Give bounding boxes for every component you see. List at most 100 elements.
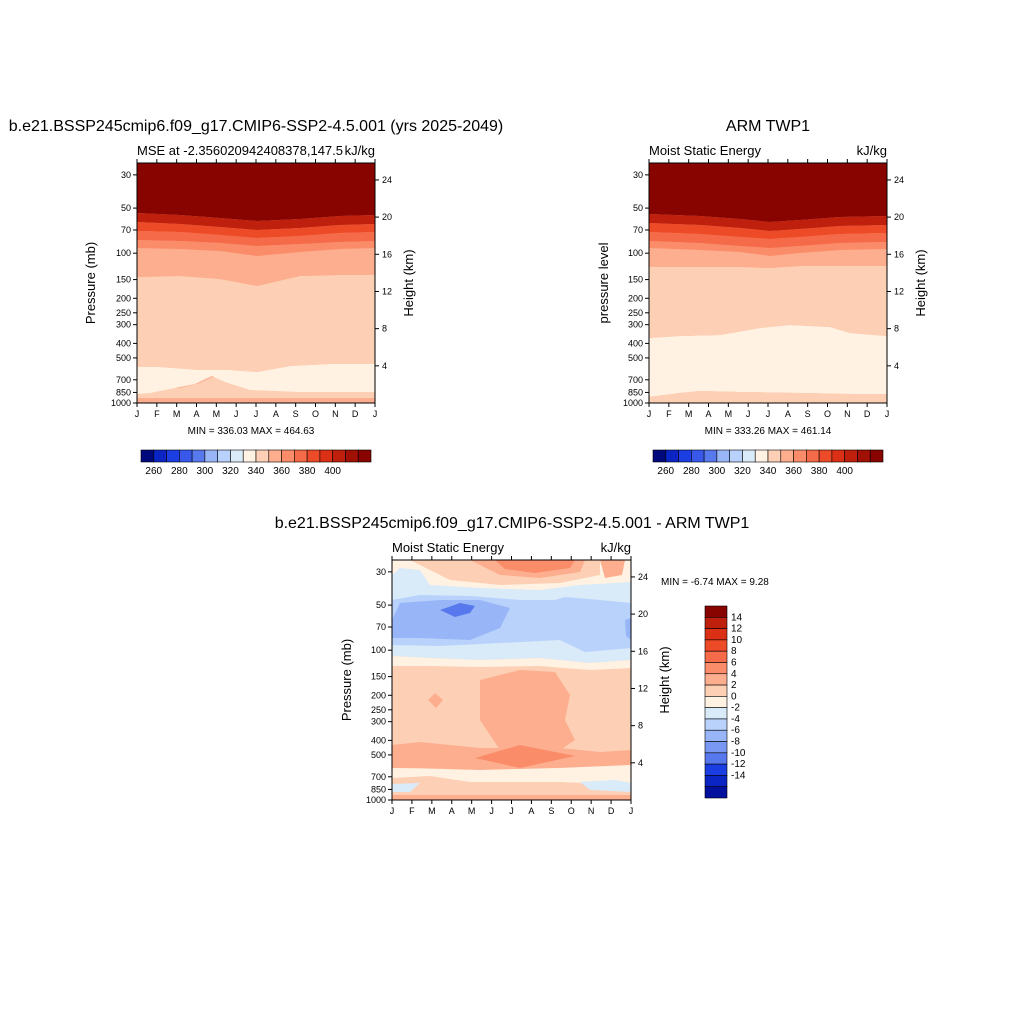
panel-2-right-y-ticks: 24 20 16 12 8 4 — [887, 175, 904, 371]
panel-1-right-y-ticks: 24 20 16 12 8 4 — [375, 175, 392, 371]
colorbar-swatch — [665, 449, 679, 463]
x-tick-label: F — [409, 806, 415, 816]
y-tick-label: 300 — [371, 717, 386, 727]
x-tick-label: M — [428, 806, 436, 816]
panel-3-neg6 — [440, 603, 475, 617]
panel-1-colorbar — [140, 449, 372, 463]
panel-2-title: ARM TWP1 — [726, 118, 810, 135]
right-y-tick-label: 20 — [638, 609, 648, 619]
colorbar-label: 280 — [171, 466, 188, 477]
y-tick-label: 30 — [121, 170, 131, 180]
colorbar-swatch — [179, 449, 193, 463]
panel-3-pos4-dot — [428, 693, 443, 708]
right-y-tick-label: 24 — [894, 175, 904, 185]
panel-2-subtitle-left: Moist Static Energy — [649, 143, 761, 158]
right-y-tick-label: 12 — [894, 286, 904, 296]
y-tick-label: 200 — [116, 293, 131, 303]
y-tick-label: 30 — [633, 170, 643, 180]
colorbar-swatch — [793, 449, 807, 463]
y-tick-label: 30 — [376, 567, 386, 577]
panel-3-ylabel: Pressure (mb) — [339, 639, 354, 721]
panel-1-ylabel-right: Height (km) — [401, 249, 416, 316]
colorbar-swatch — [754, 449, 769, 463]
x-tick-label: J — [647, 409, 652, 419]
x-tick-label: O — [824, 409, 831, 419]
panel-1-band-lowest — [137, 398, 375, 403]
colorbar-swatch — [742, 449, 756, 463]
right-y-tick-label: 4 — [638, 758, 643, 768]
x-tick-label: M — [173, 409, 181, 419]
y-tick-label: 100 — [628, 248, 643, 258]
colorbar-swatch — [703, 449, 718, 463]
colorbar-label: 260 — [657, 466, 674, 477]
colorbar-label: -2 — [731, 703, 740, 714]
panel-3-neg4 — [392, 600, 510, 640]
panel-2-ylabel: pressure level — [596, 242, 611, 323]
y-tick-label: 400 — [371, 735, 386, 745]
panel-1-title: b.e21.BSSP245cmip6.f09_g17.CMIP6-SSP2-4.… — [9, 118, 504, 135]
x-tick-label: J — [390, 806, 395, 816]
x-tick-label: J — [885, 409, 890, 419]
colorbar-swatch — [704, 729, 728, 742]
x-tick-label: F — [154, 409, 160, 419]
x-tick-label: O — [568, 806, 575, 816]
colorbar-label: 12 — [731, 624, 743, 635]
panel-3-upper-pos6 — [495, 560, 575, 573]
panel-2-band-340 — [649, 325, 887, 397]
x-tick-label: N — [588, 806, 595, 816]
y-tick-label: 250 — [628, 308, 643, 318]
colorbar-swatch — [704, 718, 728, 731]
colorbar-label: 340 — [760, 466, 777, 477]
colorbar-swatch — [166, 449, 180, 463]
colorbar-swatch — [806, 449, 820, 463]
x-tick-label: J — [234, 409, 239, 419]
panel-3-colorbar — [704, 605, 728, 799]
colorbar-label: -12 — [731, 759, 746, 770]
colorbar-label: -10 — [731, 748, 746, 759]
x-tick-label: A — [785, 409, 791, 419]
colorbar-label: 10 — [731, 635, 743, 646]
colorbar-swatch — [780, 449, 794, 463]
y-tick-label: 100 — [116, 248, 131, 258]
colorbar-label: 360 — [273, 466, 290, 477]
panel-3-neg-bottom — [392, 783, 420, 792]
colorbar-swatch — [153, 449, 167, 463]
y-tick-label: 400 — [628, 338, 643, 348]
x-tick-label: J — [746, 409, 751, 419]
colorbar-swatch — [268, 449, 282, 463]
right-y-tick-label: 4 — [894, 361, 899, 371]
colorbar-swatch — [704, 763, 728, 776]
colorbar-label: 380 — [299, 466, 316, 477]
y-tick-label: 70 — [376, 622, 386, 632]
x-tick-label: M — [468, 806, 476, 816]
panel-1: b.e21.BSSP245cmip6.f09_g17.CMIP6-SSP2-4.… — [9, 118, 504, 477]
panel-1-plot — [136, 162, 376, 404]
panel-3-ylabel-right: Height (km) — [657, 646, 672, 713]
colorbar-label: 300 — [197, 466, 214, 477]
colorbar-swatch — [704, 673, 728, 686]
colorbar-swatch — [767, 449, 782, 463]
x-tick-label: M — [685, 409, 693, 419]
colorbar-label: 2 — [731, 680, 737, 691]
colorbar-swatch — [691, 449, 705, 463]
right-y-tick-label: 8 — [382, 324, 387, 334]
y-tick-label: 70 — [633, 225, 643, 235]
x-tick-label: O — [312, 409, 319, 419]
colorbar-label: 340 — [248, 466, 265, 477]
colorbar-swatch — [716, 449, 730, 463]
colorbar-swatch — [704, 775, 728, 788]
panel-1-subtitle-left: MSE at -2.356020942408378,147.5 — [137, 143, 343, 158]
y-tick-label: 1000 — [623, 398, 643, 408]
x-tick-label: J — [629, 806, 634, 816]
y-tick-label: 500 — [116, 353, 131, 363]
y-tick-label: 200 — [628, 293, 643, 303]
x-tick-label: A — [193, 409, 199, 419]
y-tick-label: 100 — [371, 645, 386, 655]
panel-2-colorbar-labels: 260 280 300 320 340 360 380 400 — [657, 466, 853, 477]
panel-3-right-y-ticks: 24 20 16 12 8 4 — [631, 572, 648, 768]
colorbar-swatch — [140, 449, 155, 463]
y-tick-label: 850 — [116, 387, 131, 397]
